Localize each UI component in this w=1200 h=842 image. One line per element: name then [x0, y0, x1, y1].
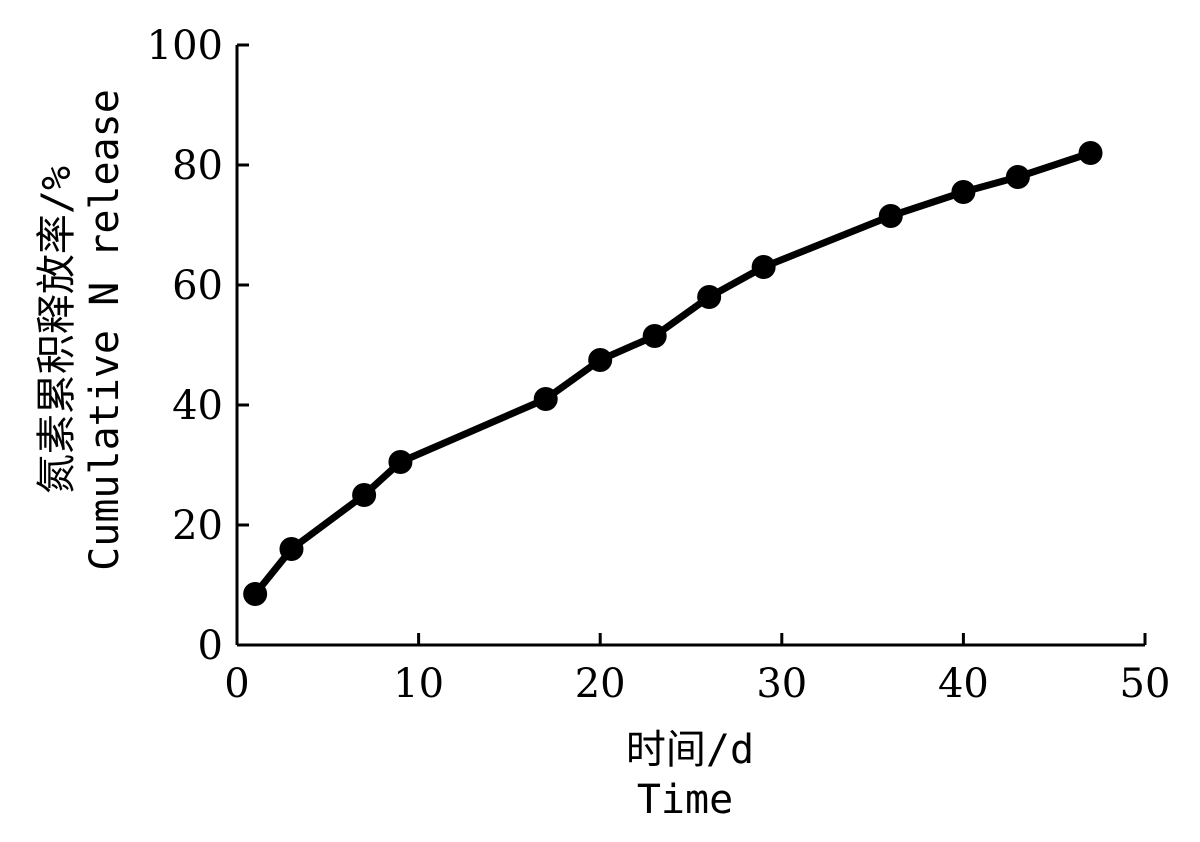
y-tick-label: 100	[147, 23, 223, 69]
series-line	[251, 149, 1095, 598]
x-tick-label: 50	[1120, 661, 1171, 707]
x-tick-label: 30	[756, 661, 807, 707]
data-point	[533, 387, 558, 411]
y-tick-label: 60	[172, 263, 223, 309]
data-point	[243, 582, 268, 606]
data-point	[388, 450, 413, 474]
data-point	[352, 483, 377, 507]
y-tick-label: 20	[172, 503, 223, 549]
y-tick-label: 40	[172, 383, 223, 429]
tick-labels: 0 10 20 30 40 50 0 20 40 60 80 100	[147, 23, 1171, 707]
series-layer	[243, 141, 1103, 606]
data-point	[642, 324, 667, 348]
x-axis-title-en: Time	[637, 777, 733, 823]
data-point	[697, 285, 722, 309]
data-point	[878, 204, 903, 228]
data-point	[1078, 141, 1103, 165]
data-point	[1005, 165, 1030, 189]
y-tick-label: 80	[172, 143, 223, 189]
ticks	[235, 43, 1147, 647]
axes	[235, 45, 1145, 647]
data-point	[951, 180, 976, 204]
data-point	[279, 537, 304, 561]
x-tick-label: 10	[393, 661, 444, 707]
x-tick-label: 20	[575, 661, 626, 707]
y-axis-title-en: Cumulative N release	[82, 89, 128, 571]
y-axis-title-cn: 氮素累积释放率/%	[34, 166, 80, 494]
x-tick-label: 40	[938, 661, 989, 707]
data-point	[751, 255, 776, 279]
y-tick-label: 0	[198, 623, 223, 669]
x-tick-label: 0	[224, 661, 249, 707]
data-point	[588, 348, 613, 372]
x-axis-title-cn: 时间/d	[626, 727, 754, 773]
